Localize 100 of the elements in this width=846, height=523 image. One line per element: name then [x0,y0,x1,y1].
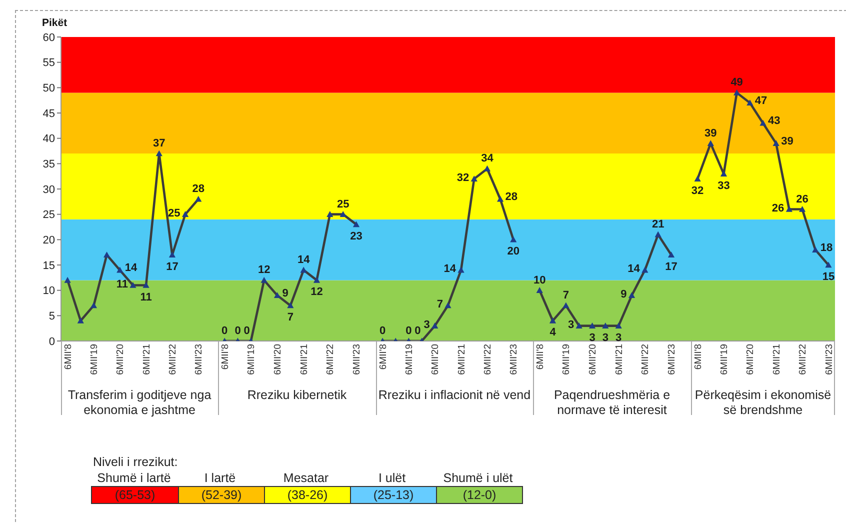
text: (65-53) [92,487,178,503]
data-label: 15 [822,271,835,283]
data-label: 3 [568,318,574,331]
data-label: 33 [718,180,730,192]
text: Niveli i rrezikut: [93,455,179,470]
x-tick-label: 6MII'21 [771,344,782,375]
x-tick-label: 6MII'22 [640,344,652,375]
x-tick-label: 6MII'21 [614,344,625,375]
x-tick-label: 6MII'8 [534,344,546,370]
data-label: 25 [168,207,180,220]
data-label: 0 [414,325,421,337]
x-tick-label: 6MII'8 [220,344,231,370]
x-tick-label: 6MII'22 [168,344,179,375]
y-tick-label: 60 [42,32,55,44]
data-label: 0 [244,325,250,337]
data-label: 21 [652,218,664,231]
y-tick-label: 50 [42,82,55,95]
x-axis-title: Përkeqësim i ekonomisë së brendshme [694,388,832,418]
data-label: 3 [616,332,622,344]
data-label: 37 [153,138,166,150]
data-label: 18 [820,242,833,254]
data-label: 14 [628,263,641,276]
x-tick-label: 6MII'19 [246,344,258,375]
y-tick-label: 55 [42,57,55,70]
data-label: 28 [505,191,518,204]
data-label: 17 [166,260,178,273]
data-label: 0 [222,325,228,337]
text: (38-26) [264,487,350,503]
y-tick-label: 45 [42,108,55,120]
x-tick-label: 6MII'21 [456,344,468,375]
data-label: 0 [234,325,241,337]
data-label: 14 [124,262,138,274]
x-tick-label: 6MII'23 [824,344,835,375]
data-label: 3 [589,332,596,344]
data-label: 47 [754,94,768,107]
text: (52-39) [178,487,264,503]
data-label: 9 [620,288,627,300]
x-tick-label: 6MII'20 [272,344,284,375]
y-tick-label: 0 [48,336,55,348]
x-tick-label: 6MII'21 [298,344,310,375]
category-label: Shumë i lartë [96,471,172,486]
x-tick-label: 6MII'22 [325,344,336,375]
x-tick-label: 6MII'19 [719,344,730,375]
data-label: 39 [781,135,794,148]
x-axis-title: Transferim i goditjeve nga ekonomia e jashtme [66,388,212,418]
data-label: 14 [444,263,457,276]
y-tick-label: 5 [48,310,55,323]
y-tick-label: 25 [42,209,55,222]
category-label: I lartë [203,471,237,486]
y-tick-label: 40 [42,133,55,146]
x-axis-title: Rreziku kibernetik [246,388,348,403]
data-label: 7 [436,298,443,311]
data-label: 43 [768,115,780,128]
data-label: 7 [562,290,569,302]
x-tick-label: 6MII'23 [352,344,363,375]
x-tick-label: 6MII'22 [482,344,494,375]
category-label: Shumë i ulët [442,471,514,486]
x-tick-label: 6MII'19 [89,344,100,375]
data-label: 28 [192,183,204,196]
x-tick-label: 6MII'19 [404,344,416,375]
data-label: 25 [336,198,350,210]
text: (25-13) [350,487,436,503]
data-label: 3 [424,318,430,331]
data-label: 4 [550,326,557,339]
x-tick-label: 6MII'8 [62,344,74,370]
data-label: 32 [456,172,470,184]
data-label: 49 [730,76,743,89]
x-axis-title: Rreziku i inflacionit në vend [377,388,532,403]
x-tick-label: 6MII'8 [692,344,704,370]
x-tick-label: 6MII'19 [561,344,572,375]
x-tick-label: 6MII'21 [141,344,152,375]
data-label: 32 [691,184,704,197]
category-label: Mesatar [282,471,330,486]
data-label: 11 [140,291,152,304]
y-tick-label: 10 [42,285,55,298]
data-label: 26 [772,202,784,214]
x-tick-label: 6MII'23 [194,344,205,375]
data-label: 34 [481,152,494,165]
data-label: 0 [379,325,386,337]
x-tick-label: 6MII'8 [378,344,389,370]
x-tick-label: 6MII'20 [430,344,442,375]
y-tick-label: 35 [42,158,55,171]
y-axis-title: Pikët [42,17,68,29]
x-tick-label: 6MII'20 [745,344,756,375]
data-label: 11 [116,278,128,290]
data-label: 9 [282,287,288,300]
x-axis-title: Paqendrueshmëria e normave të interesit [552,388,672,418]
data-label: 12 [310,286,323,298]
data-label: 23 [350,230,362,242]
y-tick-label: 15 [42,260,55,272]
y-tick-label: 30 [42,184,55,196]
x-tick-label: 6MII'20 [115,344,126,375]
data-label: 26 [796,193,808,206]
y-tick-label: 20 [42,234,55,247]
data-label: 17 [665,260,678,273]
x-tick-label: 6MII'23 [666,344,678,375]
data-label: 0 [406,325,412,337]
text: (12-0) [436,487,522,503]
data-label: 7 [287,312,294,324]
data-label: 3 [602,332,608,344]
